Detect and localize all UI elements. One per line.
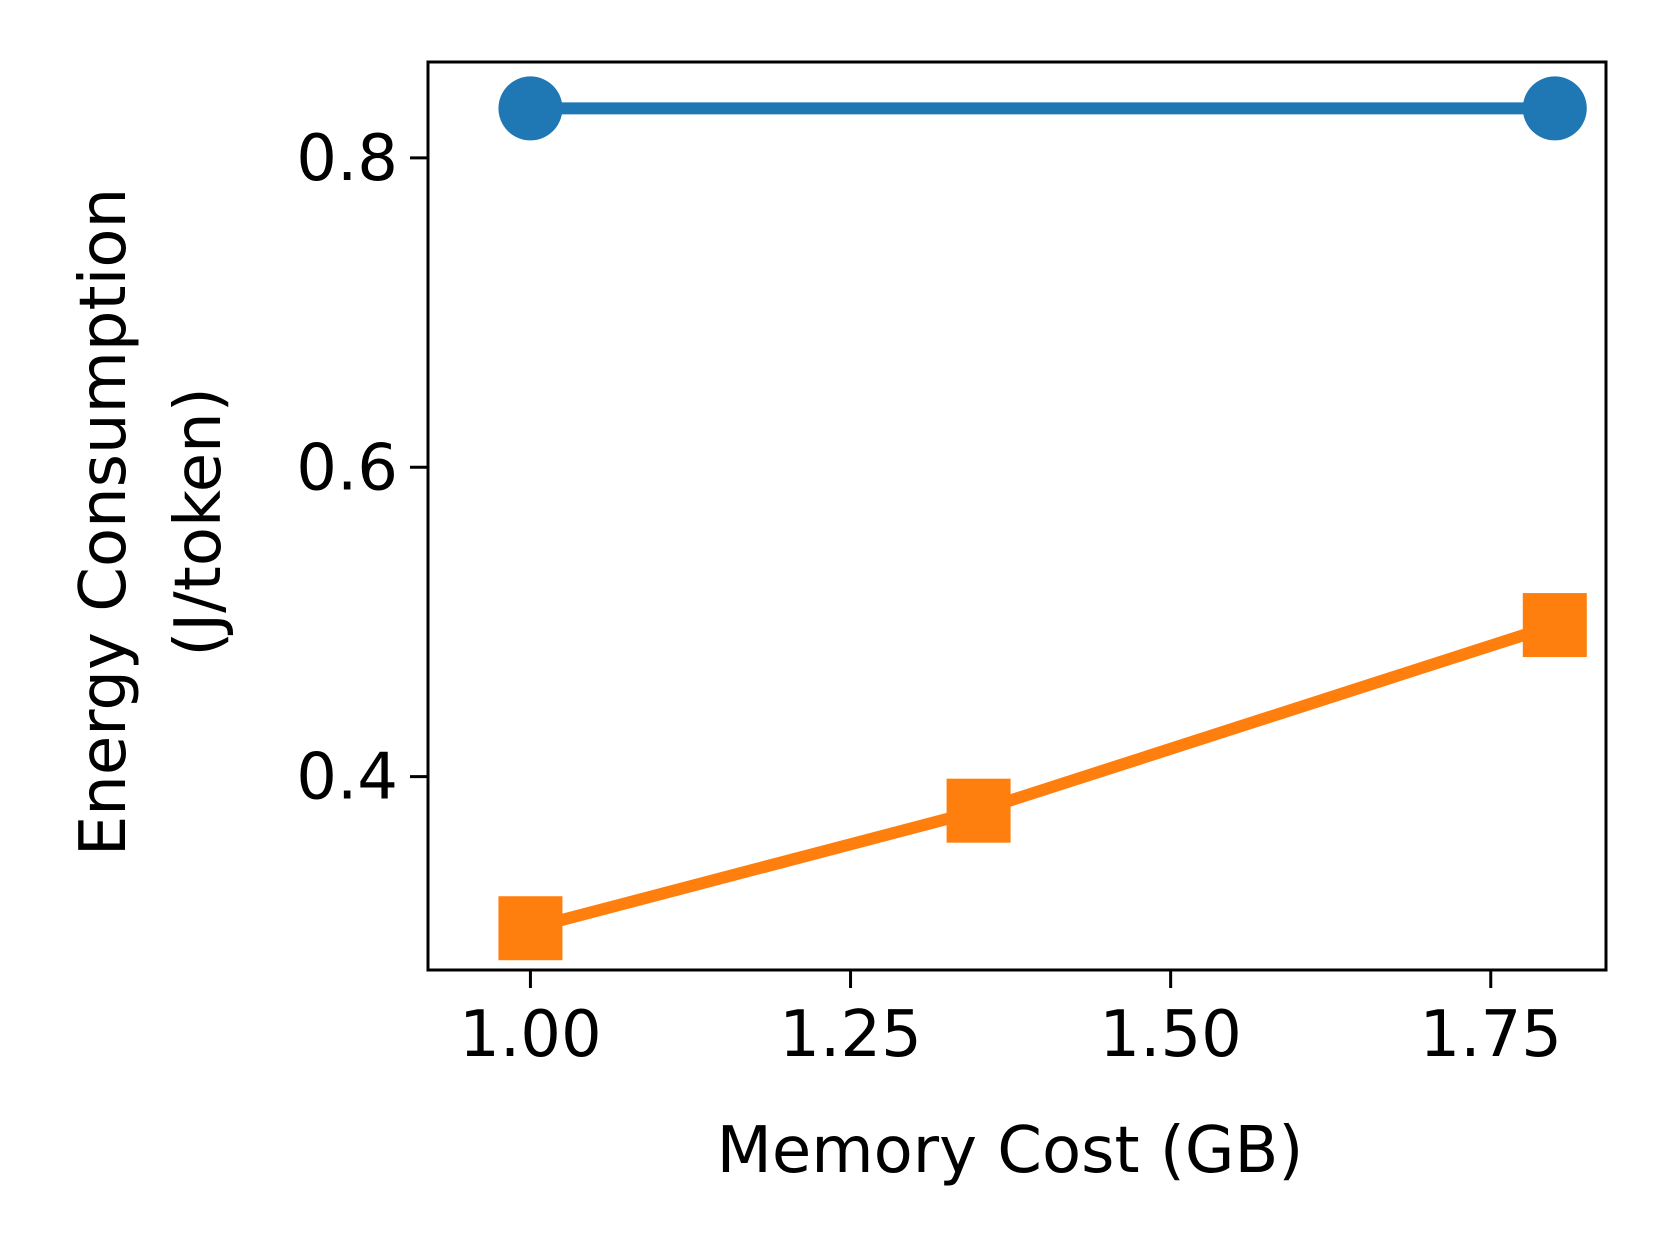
data-point-marker: [946, 778, 1011, 843]
y-tick-label: 0.4: [296, 741, 398, 815]
series-1: [498, 76, 1587, 141]
series-line: [528, 619, 1557, 935]
x-tick-label: 1.75: [1420, 998, 1563, 1072]
x-axis-label: Memory Cost (GB): [717, 1114, 1304, 1188]
data-point-marker: [498, 896, 563, 961]
plot-frame: [426, 60, 1608, 972]
y-axis-label-line2: (J/token): [162, 387, 236, 656]
x-tick-label: 1.50: [1099, 998, 1242, 1072]
data-point-marker: [498, 76, 563, 141]
data-point-marker: [1522, 593, 1587, 658]
series-layer: [498, 76, 1587, 961]
x-tick-label: 1.00: [459, 998, 602, 1072]
y-tick-label: 0.8: [296, 122, 398, 196]
series-2: [498, 593, 1587, 961]
y-axis-label-line1: Energy Consumption: [67, 188, 141, 856]
data-point-marker: [1522, 76, 1587, 141]
axis-ticks: 1.00 1.25 1.50 1.75 0.4 0.6 0.8: [296, 122, 1562, 1072]
x-tick-label: 1.25: [779, 998, 922, 1072]
y-tick-label: 0.6: [296, 431, 398, 505]
